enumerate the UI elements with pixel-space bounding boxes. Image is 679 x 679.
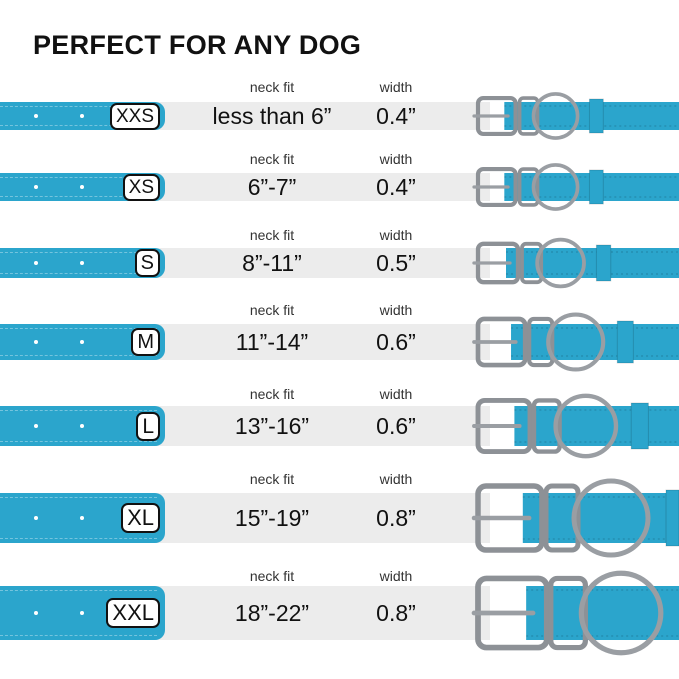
collar-hole: [34, 185, 38, 189]
neck-fit-label: neck fit: [249, 568, 295, 584]
width-label: width: [379, 227, 413, 243]
buckle-keeper-icon: [520, 241, 544, 285]
neck-fit-label: neck fit: [249, 302, 295, 318]
d-ring-icon: [531, 163, 580, 211]
size-badge: XXS: [109, 102, 160, 130]
collar-hole: [80, 185, 84, 189]
keeper-loop: [665, 489, 679, 547]
buckle-keeper-icon: [548, 575, 588, 651]
collar-hole: [80, 611, 84, 615]
neck-fit-value: 18”-22”: [234, 600, 310, 626]
neck-fit-label: neck fit: [249, 471, 295, 487]
size-badge: S: [134, 249, 160, 277]
width-value: 0.8”: [376, 505, 416, 531]
row-band: [100, 406, 490, 446]
width-label: width: [379, 471, 413, 487]
neck-fit-value: less than 6”: [212, 103, 332, 129]
size-badge: XXL: [106, 598, 160, 628]
neck-fit-value: 15”-19”: [234, 505, 310, 531]
width-value: 0.4”: [376, 103, 416, 129]
collar-hole: [34, 424, 38, 428]
keeper-loop: [595, 244, 612, 282]
width-label: width: [379, 386, 413, 402]
collar-hole: [34, 261, 38, 265]
row-band: [100, 324, 490, 360]
row-band: [100, 173, 490, 201]
size-badge: XS: [122, 173, 160, 201]
buckle-keeper-icon: [517, 96, 540, 136]
neck-fit-label: neck fit: [249, 79, 295, 95]
size-badge: XL: [121, 503, 160, 533]
collar-hole: [80, 261, 84, 265]
neck-fit-label: neck fit: [249, 227, 295, 243]
buckle-keeper-icon: [517, 167, 540, 207]
width-value: 0.6”: [376, 329, 416, 355]
width-value: 0.5”: [376, 250, 416, 276]
collar-hole: [34, 516, 38, 520]
d-ring-icon: [553, 393, 619, 459]
row-band: [100, 248, 490, 278]
keeper-loop: [630, 402, 649, 450]
d-ring-icon: [535, 237, 586, 289]
neck-fit-label: neck fit: [249, 386, 295, 402]
collar-strap-right: [506, 248, 679, 278]
keeper-loop: [588, 98, 604, 134]
collar-strap-right: [522, 493, 679, 543]
width-label: width: [379, 302, 413, 318]
buckle-keeper-icon: [531, 398, 562, 454]
neck-fit-value: 6”-7”: [247, 174, 297, 200]
neck-fit-value: 11”-14”: [235, 329, 309, 355]
collar-hole: [80, 114, 84, 118]
collar-hole: [80, 424, 84, 428]
collar-hole: [80, 340, 84, 344]
width-label: width: [379, 79, 413, 95]
d-ring-icon: [531, 92, 580, 140]
width-value: 0.6”: [376, 413, 416, 439]
buckle-keeper-icon: [543, 483, 581, 553]
width-label: width: [379, 568, 413, 584]
collar-hole: [34, 114, 38, 118]
d-ring-icon: [546, 312, 606, 372]
collar-strap-right: [511, 324, 679, 360]
collar-hole: [34, 340, 38, 344]
row-band: [100, 586, 490, 640]
size-badge: L: [136, 411, 160, 441]
collar-hole: [80, 516, 84, 520]
row-band: [100, 102, 490, 130]
d-ring-icon: [571, 478, 651, 558]
row-band: [100, 493, 490, 543]
keeper-loop: [588, 169, 604, 205]
collar-hole: [34, 611, 38, 615]
width-value: 0.4”: [376, 174, 416, 200]
page-title: PERFECT FOR ANY DOG: [33, 30, 362, 60]
neck-fit-value: 8”-11”: [242, 250, 302, 276]
keeper-loop: [616, 320, 634, 364]
neck-fit-label: neck fit: [249, 151, 295, 167]
d-ring-icon: [578, 570, 664, 656]
width-label: width: [379, 151, 413, 167]
buckle-keeper-icon: [527, 316, 555, 368]
width-value: 0.8”: [376, 600, 416, 626]
collar-strap-right: [514, 406, 679, 446]
size-badge: M: [131, 328, 160, 356]
neck-fit-value: 13”-16”: [234, 413, 310, 439]
